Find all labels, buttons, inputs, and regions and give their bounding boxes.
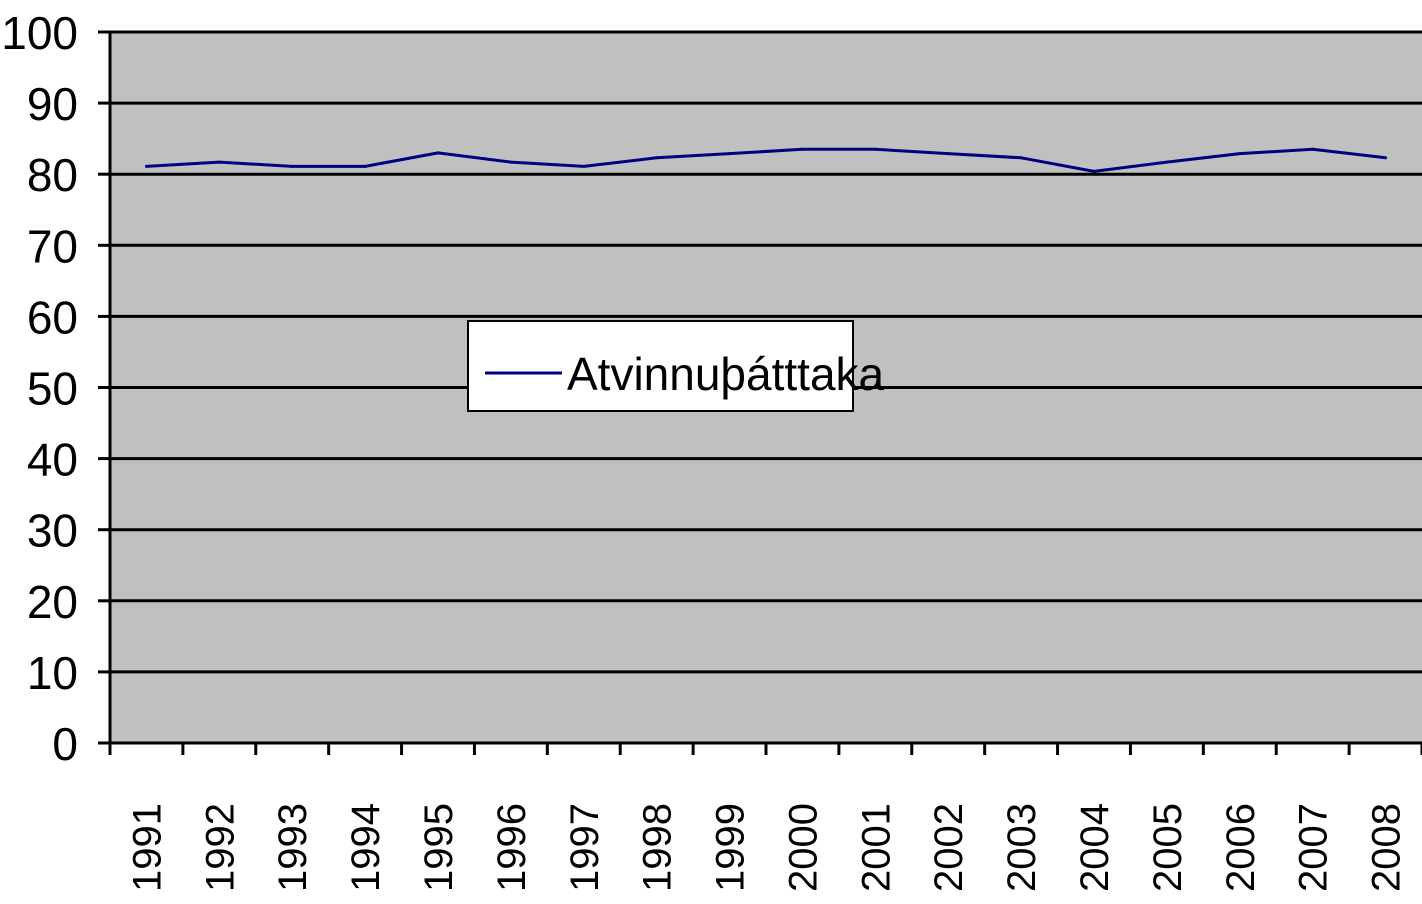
x-tick-label-2002: 2002 xyxy=(927,803,971,892)
x-tick-label-2003: 2003 xyxy=(1000,803,1044,892)
x-tick-label-1998: 1998 xyxy=(636,803,680,892)
data-point-2007 xyxy=(1311,147,1315,151)
x-tick-label-2004: 2004 xyxy=(1073,803,1117,892)
x-tick-label-1996: 1996 xyxy=(490,803,534,892)
data-point-2008 xyxy=(1384,156,1388,160)
x-tick-label-1991: 1991 xyxy=(125,803,169,892)
data-point-1998 xyxy=(655,156,659,160)
data-point-1995 xyxy=(436,151,440,155)
data-point-1996 xyxy=(509,160,513,164)
data-point-1997 xyxy=(582,164,586,168)
data-point-2006 xyxy=(1238,152,1242,156)
series-line-0 xyxy=(146,147,1386,173)
legend-box xyxy=(467,320,854,412)
data-point-2003 xyxy=(1019,156,1023,160)
x-tick-label-1994: 1994 xyxy=(344,803,388,892)
y-tick-label-100: 100 xyxy=(1,7,78,59)
y-tick-label-90: 90 xyxy=(27,78,78,130)
x-tick-label-1992: 1992 xyxy=(198,803,242,892)
data-point-2001 xyxy=(873,147,877,151)
legend-series-label: Atvinnuþátttaka xyxy=(567,348,885,400)
y-tick-label-70: 70 xyxy=(27,220,78,272)
x-tick-label-1993: 1993 xyxy=(271,803,315,892)
x-tick-label-2000: 2000 xyxy=(781,803,825,892)
x-tick-label-1995: 1995 xyxy=(417,803,461,892)
y-tick-label-40: 40 xyxy=(27,434,78,486)
y-tick-label-80: 80 xyxy=(27,149,78,201)
x-tick-label-2006: 2006 xyxy=(1219,803,1263,892)
y-tick-label-60: 60 xyxy=(27,291,78,343)
data-point-1994 xyxy=(363,164,367,168)
data-point-1992 xyxy=(217,160,221,164)
x-tick-label-2007: 2007 xyxy=(1292,803,1336,892)
x-tick-label-1999: 1999 xyxy=(709,803,753,892)
data-point-1993 xyxy=(290,164,294,168)
y-tick-label-20: 20 xyxy=(27,576,78,628)
data-point-2000 xyxy=(800,147,804,151)
legend: Atvinnuþátttaka xyxy=(467,320,885,412)
data-point-2004 xyxy=(1092,169,1096,173)
data-point-1999 xyxy=(728,152,732,156)
x-tick-label-2001: 2001 xyxy=(854,803,898,892)
data-point-2002 xyxy=(946,152,950,156)
data-point-1991 xyxy=(144,164,148,168)
data-point-2005 xyxy=(1165,160,1169,164)
x-tick-label-1997: 1997 xyxy=(563,803,607,892)
y-tick-label-30: 30 xyxy=(27,505,78,557)
x-tick-label-2005: 2005 xyxy=(1146,803,1190,892)
x-tick-label-2008: 2008 xyxy=(1365,803,1409,892)
y-tick-label-0: 0 xyxy=(52,718,78,770)
y-tick-label-10: 10 xyxy=(27,647,78,699)
y-tick-label-50: 50 xyxy=(27,363,78,415)
